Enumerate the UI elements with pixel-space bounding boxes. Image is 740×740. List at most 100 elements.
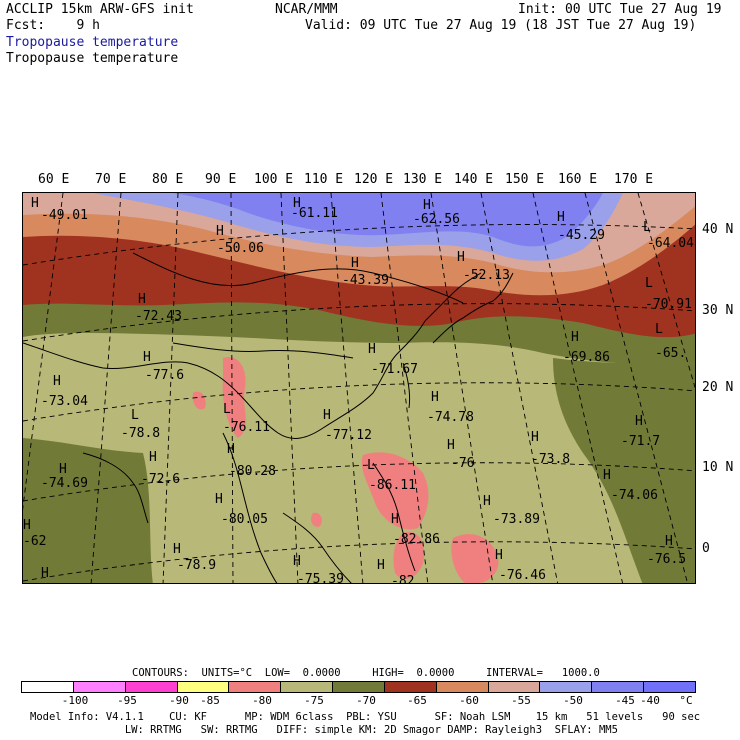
- extremum-letter: L: [131, 408, 139, 423]
- extremum-value: -75.39: [297, 572, 344, 584]
- lat-label: 10 N: [702, 460, 734, 475]
- lat-label: 0: [702, 541, 710, 556]
- colorbar-cell: [280, 681, 334, 693]
- init-time: Init: 00 UTC Tue 27 Aug 19: [518, 2, 722, 17]
- longitude-line: [532, 193, 624, 583]
- extremum-letter: H: [495, 548, 503, 563]
- colorbar-cell: [176, 681, 230, 693]
- colorbar-label: -60: [459, 694, 479, 707]
- latitude-line: [23, 462, 695, 502]
- extremum-letter: H: [531, 430, 539, 445]
- band-n70-east: [553, 358, 695, 583]
- extremum-letter: H: [53, 374, 61, 389]
- lon-label: 170 E: [614, 172, 654, 187]
- model-title: ACCLIP 15km ARW-GFS init: [6, 2, 194, 17]
- extremum-letter: H: [227, 442, 235, 457]
- extremum-letter: H: [59, 462, 67, 477]
- physics-info: LW: RRTMG SW: RRTMG DIFF: simple KM: 2D …: [30, 724, 618, 736]
- extremum-letter: H: [635, 414, 643, 429]
- extremum-letter: H: [431, 390, 439, 405]
- model-info: Model Info: V4.1.1 CU: KF MP: WDM 6class…: [30, 711, 701, 723]
- lon-label: 60 E: [38, 172, 70, 187]
- extremum-value: -76.5: [647, 552, 686, 567]
- lon-label: 100 E: [254, 172, 294, 187]
- longitude-line: [280, 193, 299, 583]
- extremum-value: -71.7: [621, 434, 660, 449]
- lat-label: 30 N: [702, 303, 734, 318]
- colorbar-cell: [643, 681, 696, 693]
- extremum-value: -86.11: [369, 478, 416, 493]
- longitude-line: [230, 193, 234, 583]
- colorbar-cell: [591, 681, 645, 693]
- extremum-value: -64.04: [647, 236, 694, 251]
- colorbar-label: -50: [563, 694, 583, 707]
- border-china-north: [132, 252, 464, 304]
- extremum-value: -69.86: [563, 350, 610, 365]
- colorbar-cell: [21, 681, 74, 693]
- extremum-value: -82.86: [393, 532, 440, 547]
- coastline-borneo: [282, 512, 352, 583]
- longitude-line: [90, 193, 122, 583]
- extremum-value: -78.8: [121, 426, 160, 441]
- colorbar: [21, 681, 696, 693]
- map-panel: H -49.01 H -61.11 H -62.56 H -45.29 L -6…: [22, 192, 696, 584]
- extremum-value: -45.29: [558, 228, 605, 243]
- center-label: NCAR/MMM: [275, 2, 338, 17]
- field-title-blue: Tropopause temperature: [6, 35, 179, 50]
- extremum-value: -76.46: [499, 568, 546, 583]
- extremum-value: -50.06: [217, 241, 264, 256]
- extremum-value: -62: [23, 534, 46, 549]
- colorbar-cell: [383, 681, 437, 693]
- longitude-line: [380, 193, 429, 583]
- longitude-line: [330, 193, 364, 583]
- extremum-letter: H: [557, 210, 565, 225]
- extremum-letter: H: [31, 196, 39, 211]
- extremum-letter: H: [603, 468, 611, 483]
- latitude-line: [23, 541, 695, 582]
- colorbar-label: -95: [117, 694, 137, 707]
- extremum-value: -76: [451, 456, 474, 471]
- extremum-letter: L: [643, 220, 651, 235]
- extremum-value: -71.67: [371, 362, 418, 377]
- longitude-line: [584, 193, 688, 583]
- extremum-value: -73.04: [41, 394, 88, 409]
- colorbar-cell: [539, 681, 593, 693]
- lon-label: 130 E: [403, 172, 443, 187]
- extremum-letter: H: [216, 224, 224, 239]
- lon-label: 140 E: [454, 172, 494, 187]
- valid-time: Valid: 09 UTC Tue 27 Aug 19 (18 JST Tue …: [305, 18, 697, 33]
- extremum-value: -77.6: [145, 368, 184, 383]
- forecast-hour: Fcst: 9 h: [6, 18, 100, 33]
- lon-label: 160 E: [558, 172, 598, 187]
- extremum-value: -52.13: [463, 268, 510, 283]
- extremum-value: -74.69: [41, 476, 88, 491]
- latitude-line: [23, 382, 695, 422]
- border-inner: [172, 342, 354, 359]
- colorbar-unit: °C: [679, 694, 693, 707]
- extremum-letter: H: [149, 450, 157, 465]
- extremum-value: -49.01: [41, 208, 88, 223]
- colorbar-label: -65: [407, 694, 427, 707]
- extremum-letter: H: [665, 534, 673, 549]
- coastline-india: [82, 452, 149, 524]
- lon-label: 110 E: [304, 172, 344, 187]
- latitude-line: [23, 224, 695, 266]
- extremum-value: -72.6: [141, 472, 180, 487]
- coastline-philippines: [372, 462, 416, 572]
- extremum-value: -80.28: [229, 464, 276, 479]
- extremum-value: -74.78: [427, 410, 474, 425]
- band-n80-patch: [451, 534, 499, 583]
- extremum-value: -78.9: [177, 558, 216, 573]
- contours-info: CONTOURS: UNITS=°C LOW= 0.0000 HIGH= 0.0…: [132, 667, 600, 679]
- extremum-value: -62.56: [413, 212, 460, 227]
- extremum-letter: H: [423, 198, 431, 213]
- extremum-letter: H: [447, 438, 455, 453]
- extremum-value: -72.43: [135, 309, 182, 324]
- colorbar-label: -100: [61, 694, 89, 707]
- extremum-value: -80.05: [221, 512, 268, 527]
- colorbar-label: -45: [615, 694, 635, 707]
- coastlines: [23, 252, 514, 583]
- extremum-letter: H: [391, 512, 399, 527]
- coastline-asia: [23, 320, 426, 439]
- extremum-letter: H: [571, 330, 579, 345]
